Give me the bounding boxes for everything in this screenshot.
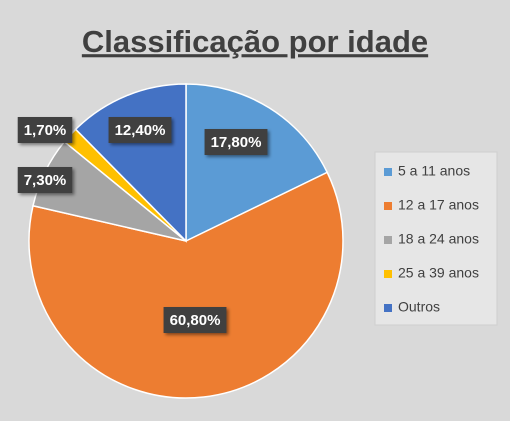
data-label-text: 60,80% [170, 312, 221, 329]
data-label-text: 7,30% [24, 172, 67, 189]
data-label-box [204, 129, 268, 155]
legend-box [374, 151, 498, 326]
legend-label: 5 a 11 anos [398, 163, 470, 179]
legend-label: 25 a 39 anos [398, 265, 479, 281]
data-label: 12,40% [108, 117, 172, 143]
pie-slice [185, 83, 329, 243]
data-label: 7,30% [17, 167, 73, 193]
legend-label: 12 a 17 anos [398, 197, 479, 213]
legend-label: 18 a 24 anos [398, 231, 479, 247]
data-label-text: 1,70% [24, 122, 67, 139]
data-label-text: 17,80% [211, 134, 262, 151]
legend-swatch [384, 270, 392, 278]
data-label-box [163, 307, 227, 333]
data-label-text: 12,40% [115, 122, 166, 139]
data-label: 1,70% [17, 117, 73, 143]
legend-swatch [384, 304, 392, 312]
pie-slice [28, 171, 344, 399]
chart-title: Classificação por idade [82, 24, 428, 59]
data-label-box [17, 167, 73, 193]
legend-label: Outros [398, 299, 440, 315]
data-label-box [108, 117, 172, 143]
legend-swatch [384, 168, 392, 176]
legend-swatch [384, 236, 392, 244]
data-label-box [17, 117, 73, 143]
data-label: 60,80% [163, 307, 227, 333]
legend-swatch [384, 202, 392, 210]
data-label: 17,80% [204, 129, 268, 155]
